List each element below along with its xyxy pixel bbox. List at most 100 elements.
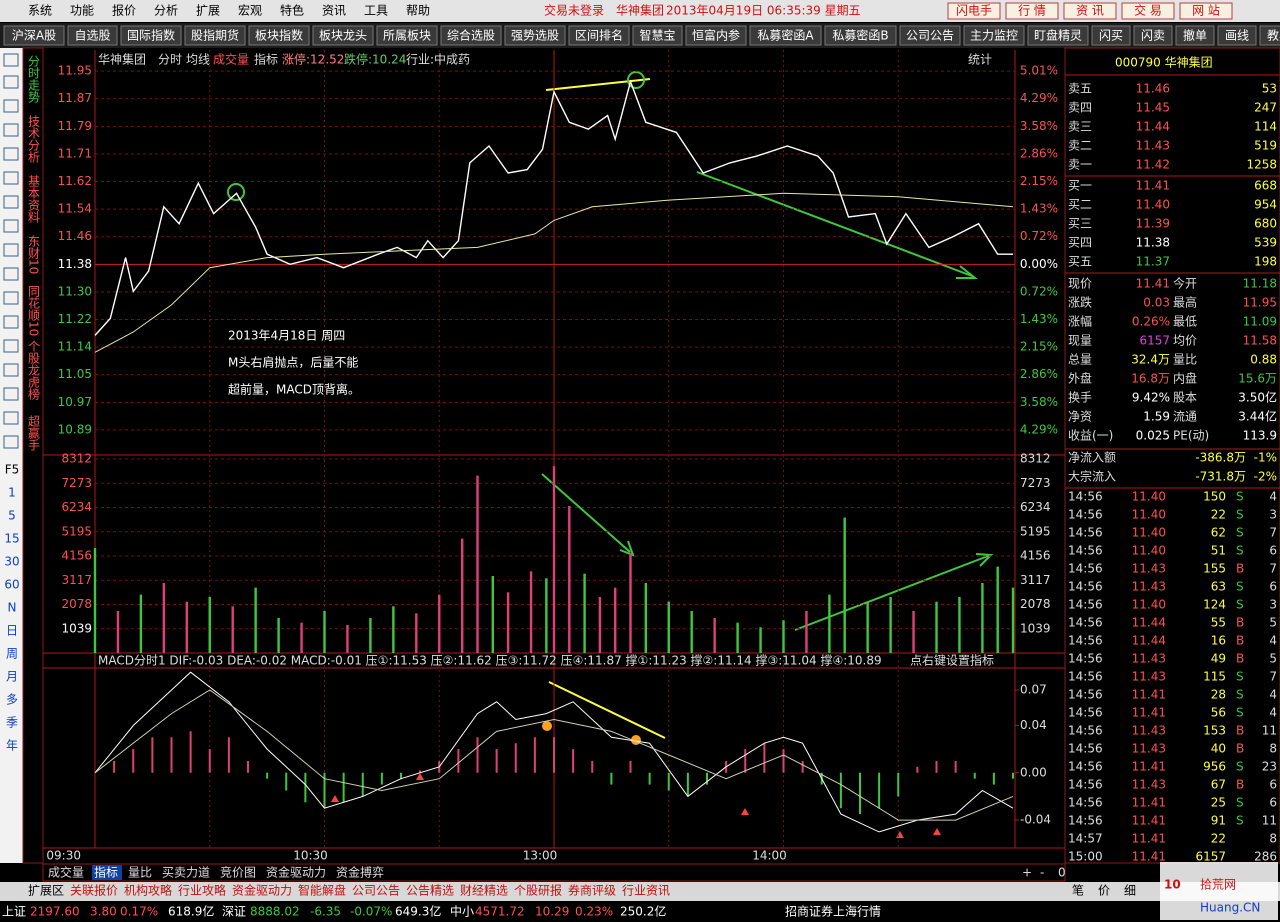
toolbar-label[interactable]: 板块龙头 — [319, 29, 367, 43]
menu-button-label[interactable]: 网 站 — [1192, 4, 1220, 18]
info-link[interactable]: 资金驱动力 — [232, 883, 292, 898]
toolbar-button[interactable] — [749, 25, 822, 46]
toolbar-button[interactable] — [120, 25, 182, 46]
chart-tab[interactable]: 成交量 — [48, 865, 84, 880]
toolbar-button[interactable] — [632, 25, 683, 46]
menu-item[interactable]: 报价 — [112, 3, 136, 18]
toolbar-button[interactable] — [3, 25, 65, 46]
toolbar-button[interactable] — [312, 25, 374, 46]
toolbar-label[interactable]: 区间排名 — [575, 28, 623, 43]
period[interactable]: 1 — [8, 486, 16, 500]
toolbar-button[interactable] — [1091, 25, 1131, 46]
info-link[interactable]: 个股研报 — [514, 883, 562, 898]
side-tab[interactable]: 超赢手 — [27, 414, 41, 451]
toolbar-label[interactable]: 撤单 — [1183, 28, 1207, 43]
toolbar-label[interactable]: 智慧宝 — [639, 28, 675, 43]
chart-tab[interactable]: 资金驱动力 — [266, 865, 326, 880]
toolbar-button[interactable] — [67, 25, 118, 46]
menu-button[interactable] — [947, 2, 1001, 20]
menu-item[interactable]: 资讯 — [322, 4, 346, 18]
info-link[interactable]: 行业攻略 — [178, 883, 226, 898]
toolbar-button[interactable] — [1175, 25, 1215, 46]
info-link[interactable]: 券商评级 — [568, 883, 616, 898]
menu-item[interactable]: 扩展 — [196, 4, 220, 18]
info-link[interactable]: 行业资讯 — [622, 884, 670, 898]
side-tab[interactable]: 技术分析 — [27, 115, 41, 164]
period[interactable]: N — [8, 601, 17, 615]
toolbar-button[interactable] — [184, 25, 246, 46]
toolbar-button[interactable] — [1027, 25, 1089, 46]
chart-tab[interactable]: 竞价图 — [220, 866, 256, 880]
menu-button[interactable] — [1063, 2, 1117, 20]
period[interactable]: 月 — [6, 670, 18, 684]
info-link[interactable]: 扩展区 — [28, 884, 64, 898]
menu-item[interactable]: 分析 — [154, 4, 178, 18]
toolbar-label[interactable]: 恒富内参 — [692, 28, 740, 43]
toolbar-label[interactable]: 国际指数 — [127, 28, 175, 43]
toolbar-label[interactable]: 主力监控 — [970, 29, 1018, 43]
toolbar-label[interactable]: 私募密函A — [757, 28, 814, 43]
toolbar-button[interactable] — [376, 25, 438, 46]
menu-item[interactable]: 功能 — [70, 4, 94, 18]
toolbar-button[interactable] — [685, 25, 747, 46]
period[interactable]: 日 — [6, 624, 18, 638]
menu-item[interactable]: 宏观 — [238, 3, 262, 18]
toolbar-label[interactable]: 沪深A股 — [12, 29, 56, 43]
period[interactable]: 60 — [4, 578, 19, 592]
toolbar-label[interactable]: 私募密函B — [832, 28, 888, 43]
menu-item[interactable]: 系统 — [28, 4, 52, 18]
menu-button-label[interactable]: 资 讯 — [1076, 4, 1104, 18]
chart-tab[interactable]: 量比 — [128, 866, 152, 880]
info-link[interactable]: 财经精选 — [460, 884, 508, 898]
menu-button-label[interactable]: 行 情 — [1018, 4, 1046, 18]
toolbar-label[interactable]: 强势选股 — [511, 29, 559, 43]
period[interactable]: 年 — [6, 739, 18, 753]
chart-tab[interactable]: 指标 — [94, 865, 118, 880]
info-link[interactable]: 智能解盘 — [298, 883, 346, 898]
tab-control[interactable]: 0 — [1058, 866, 1066, 880]
period[interactable]: 季 — [6, 716, 18, 730]
toolbar-label[interactable]: 闪买 — [1099, 29, 1123, 43]
side-tab[interactable]: 个股龙虎榜 — [27, 340, 41, 401]
menu-item[interactable]: 工具 — [364, 4, 388, 18]
chart-tab[interactable]: 买卖力道 — [162, 866, 210, 880]
toolbar-label[interactable]: 综合选股 — [447, 28, 495, 43]
menu-button-label[interactable]: 闪电手 — [956, 4, 992, 18]
period[interactable]: 5 — [8, 509, 16, 523]
toolbar-label[interactable]: 画线 — [1225, 29, 1249, 43]
panel-tab[interactable]: 笔 — [1072, 883, 1084, 898]
side-tab[interactable]: 基本资料 — [27, 175, 41, 223]
side-tab[interactable]: 东财10 — [27, 235, 41, 275]
toolbar-button[interactable] — [1133, 25, 1173, 46]
period[interactable]: 多 — [6, 693, 18, 707]
toolbar-button[interactable] — [824, 25, 897, 46]
period[interactable]: F5 — [5, 463, 20, 477]
toolbar-label[interactable]: 公司公告 — [906, 29, 954, 43]
toolbar-button[interactable] — [504, 25, 566, 46]
menu-button-label[interactable]: 交 易 — [1134, 3, 1162, 18]
toolbar-button[interactable] — [440, 25, 502, 46]
toolbar-label[interactable]: 闪卖 — [1141, 29, 1165, 43]
toolbar-button[interactable] — [899, 25, 961, 46]
toolbar-label[interactable]: 板块指数 — [255, 28, 303, 43]
toolbar-button[interactable] — [1259, 25, 1280, 46]
info-link[interactable]: 公告精选 — [406, 884, 454, 898]
menu-button[interactable] — [1121, 2, 1175, 20]
toolbar-label[interactable]: 自选股 — [74, 29, 110, 43]
period[interactable]: 30 — [4, 555, 19, 569]
period[interactable]: 周 — [6, 647, 18, 661]
toolbar-button[interactable] — [963, 25, 1025, 46]
info-link[interactable]: 机构攻略 — [124, 883, 172, 898]
period[interactable]: 15 — [4, 532, 19, 546]
tab-control[interactable]: - — [1040, 866, 1044, 880]
side-tab[interactable]: 分时走势 — [27, 55, 41, 103]
menu-button[interactable] — [1005, 2, 1059, 20]
toolbar-label[interactable]: 教卿 — [1267, 28, 1280, 43]
tab-control[interactable]: + — [1022, 866, 1032, 880]
toolbar-button[interactable] — [1217, 25, 1257, 46]
toolbar-label[interactable]: 股指期货 — [191, 28, 239, 43]
toolbar-label[interactable]: 盯盘精灵 — [1034, 28, 1082, 43]
menu-item[interactable]: 特色 — [280, 3, 304, 18]
info-link[interactable]: 关联报价 — [70, 883, 118, 898]
menu-item[interactable]: 帮助 — [406, 4, 430, 18]
